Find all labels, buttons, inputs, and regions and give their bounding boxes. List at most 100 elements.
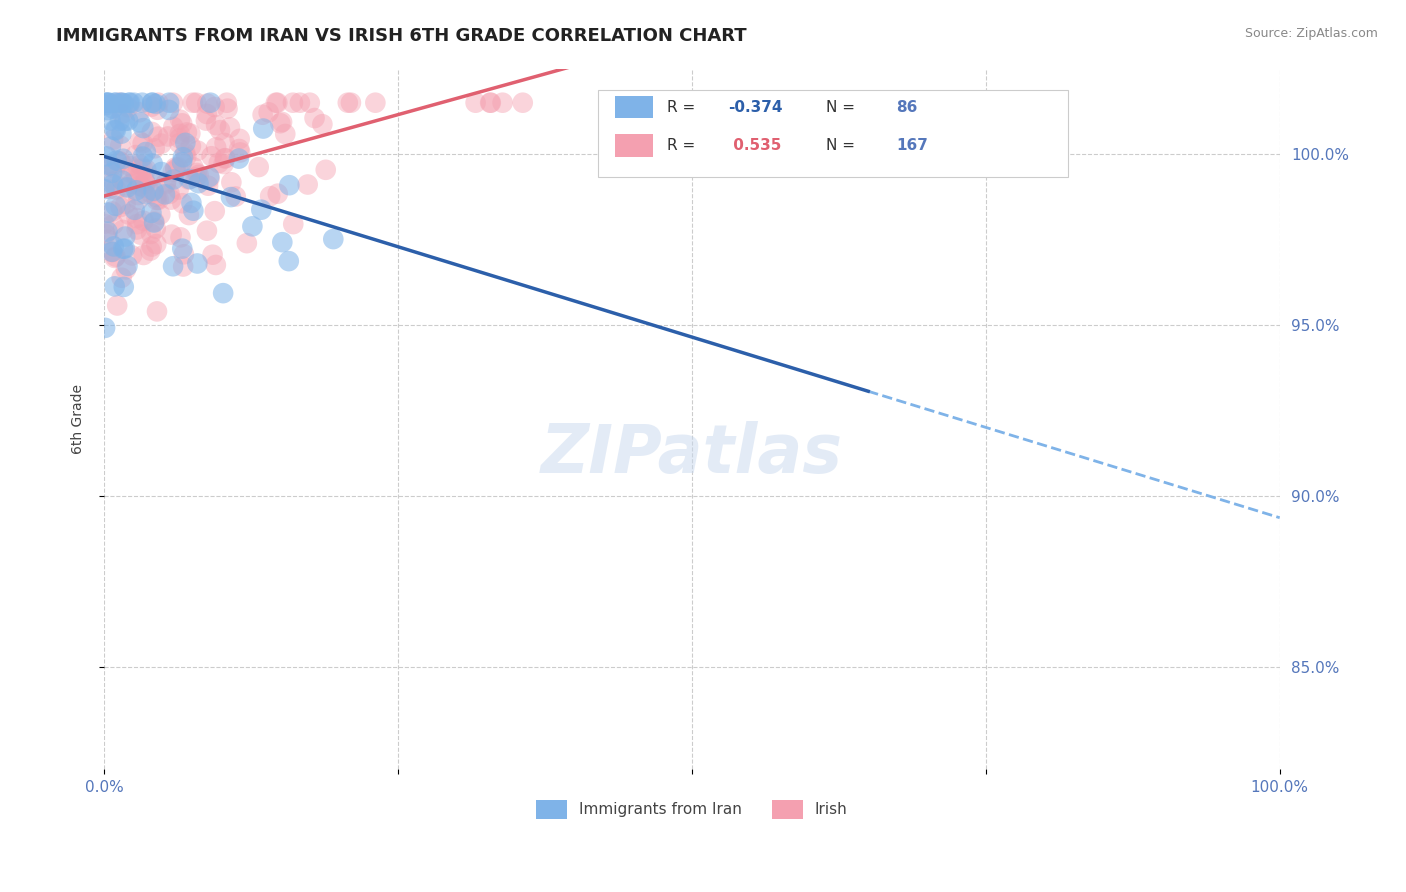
Point (153, 187, 176, 202)
Point (183, 203, 205, 218)
Point (98, 182, 121, 196)
Point (283, 217, 305, 231)
Text: N =: N = (825, 100, 859, 114)
Point (100, 139, 122, 153)
Point (143, 214, 166, 228)
Point (104, 95, 127, 110)
Point (271, 115, 294, 129)
Point (169, 127, 191, 141)
Point (142, 156, 165, 170)
Point (96, 149, 118, 163)
Point (195, 224, 218, 238)
Point (132, 161, 155, 176)
Point (464, 95, 486, 110)
Point (208, 123, 231, 137)
Point (108, 95, 131, 110)
Point (252, 108, 274, 122)
Point (114, 242, 136, 256)
Point (172, 196, 194, 211)
Point (277, 254, 299, 268)
Point (219, 120, 242, 135)
Point (104, 95, 127, 110)
Point (174, 150, 197, 164)
Point (134, 187, 156, 202)
Point (252, 121, 274, 136)
Point (131, 136, 153, 151)
Point (103, 218, 125, 232)
Point (177, 208, 200, 222)
Point (97, 159, 120, 173)
Point (105, 182, 128, 196)
Point (155, 175, 177, 189)
Point (110, 138, 132, 153)
Point (257, 105, 280, 120)
Point (101, 102, 124, 116)
Text: 167: 167 (897, 138, 928, 153)
Point (100, 159, 122, 173)
Point (179, 172, 201, 186)
Point (266, 95, 288, 110)
Point (267, 186, 290, 201)
Point (103, 251, 125, 265)
Point (145, 193, 167, 207)
Point (148, 95, 170, 110)
Point (125, 211, 148, 225)
Point (143, 215, 166, 229)
Point (128, 134, 150, 148)
Point (96, 95, 118, 110)
Point (120, 165, 142, 179)
Point (169, 131, 191, 145)
Point (96, 103, 118, 117)
Point (225, 189, 247, 203)
Point (135, 145, 157, 159)
Point (148, 193, 170, 207)
Point (97, 95, 120, 110)
Point (236, 236, 259, 251)
Point (315, 162, 337, 177)
Point (169, 136, 191, 151)
Point (311, 117, 333, 131)
Point (97, 205, 120, 219)
Point (104, 199, 127, 213)
Point (197, 178, 219, 193)
Point (129, 227, 152, 242)
Point (141, 125, 163, 139)
Point (160, 193, 183, 207)
Text: IMMIGRANTS FROM IRAN VS IRISH 6TH GRADE CORRELATION CHART: IMMIGRANTS FROM IRAN VS IRISH 6TH GRADE … (56, 27, 747, 45)
Point (281, 95, 304, 110)
Point (198, 171, 221, 186)
Point (512, 95, 534, 110)
Bar (616, 95, 652, 119)
Point (93, 182, 115, 196)
Point (598, 95, 620, 110)
Point (221, 175, 243, 189)
Point (134, 175, 156, 189)
Point (219, 190, 242, 204)
Point (118, 159, 141, 173)
Point (104, 123, 127, 137)
Point (162, 120, 184, 134)
Point (125, 222, 148, 236)
Point (132, 214, 155, 228)
Point (128, 105, 150, 120)
Point (111, 173, 134, 187)
Point (205, 118, 228, 132)
Point (336, 95, 359, 110)
Point (142, 184, 165, 198)
Point (101, 133, 124, 147)
Point (127, 217, 149, 231)
Point (141, 95, 163, 110)
Text: 0.535: 0.535 (728, 138, 782, 153)
Point (201, 248, 224, 262)
Point (110, 95, 132, 110)
Point (172, 242, 194, 256)
Point (127, 161, 149, 176)
Point (155, 177, 177, 191)
Point (125, 183, 148, 197)
Point (112, 280, 135, 294)
Point (169, 230, 191, 244)
Point (100, 113, 122, 128)
Point (117, 207, 139, 221)
Point (198, 169, 221, 184)
Point (187, 144, 209, 158)
